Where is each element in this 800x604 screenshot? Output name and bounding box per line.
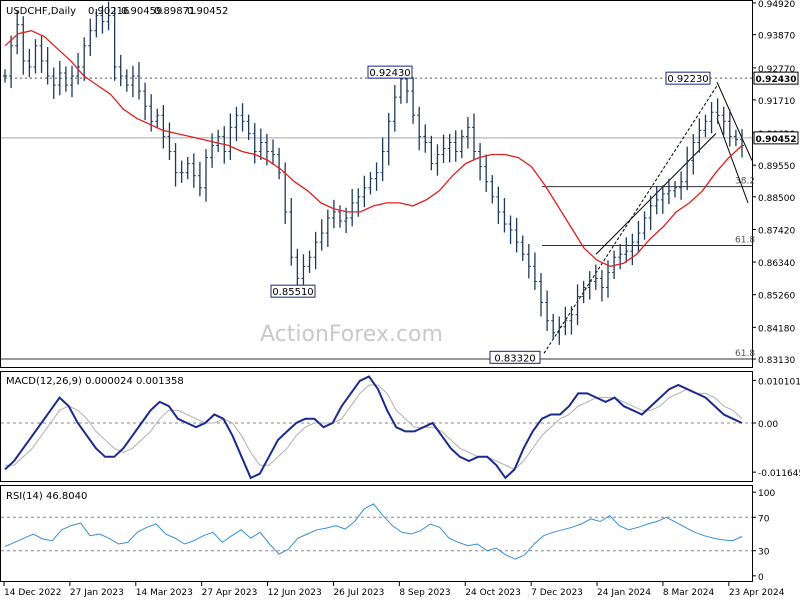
price-y-tick-label: 0.92770 bbox=[758, 65, 795, 75]
price-ohlc-close: 0.90452 bbox=[187, 6, 228, 17]
price-ohlc-high: 0.90459 bbox=[121, 6, 162, 17]
rsi-line bbox=[4, 503, 743, 560]
price-y-tick-label: 0.83130 bbox=[758, 356, 795, 366]
x-tick-label: 23 Apr 2024 bbox=[729, 588, 785, 598]
price-y-tick-label: 0.86340 bbox=[758, 259, 795, 269]
price-y-tick-label: 0.85260 bbox=[758, 292, 795, 302]
price-ohlc-low: 0.89871 bbox=[154, 6, 195, 17]
channel-upper-down-line bbox=[716, 81, 753, 161]
macd-y-tick-label: 0.010101 bbox=[758, 377, 800, 387]
macd-y-tick-label: 0.00 bbox=[758, 420, 778, 430]
fib-61-bottom-label: 61.8 bbox=[735, 349, 755, 359]
fib-61-label: 61.8 bbox=[735, 235, 755, 245]
macd-signal-line bbox=[5, 384, 743, 470]
macd-line bbox=[4, 375, 743, 480]
price-y-tick-label: 0.88500 bbox=[758, 194, 795, 204]
x-tick-label: 14 Mar 2023 bbox=[136, 588, 193, 598]
x-tick-label: 24 Jan 2024 bbox=[597, 588, 651, 598]
x-tick-label: 7 Dec 2023 bbox=[531, 588, 583, 598]
x-tick-label: 27 Jan 2023 bbox=[70, 588, 124, 598]
price-title: USDCHF,Daily bbox=[6, 6, 76, 17]
price-tag-box bbox=[753, 71, 799, 85]
channel-support-line bbox=[595, 133, 717, 255]
price-y-tick-label: 0.91710 bbox=[758, 97, 795, 107]
swing-annotation-label: 0.85510 bbox=[272, 287, 313, 298]
price-y-tick-label: 0.84180 bbox=[758, 324, 795, 334]
swing-annotation-box bbox=[367, 65, 413, 79]
price-tag-label: 0.90452 bbox=[756, 135, 797, 145]
x-tick-label: 24 Oct 2023 bbox=[465, 588, 521, 598]
price-y-tick-label: 0.94920 bbox=[758, 0, 795, 10]
swing-annotation-label: 0.83320 bbox=[494, 353, 535, 364]
price-tag-label: 0.92430 bbox=[756, 75, 797, 85]
rsi-y-tick-label: 70 bbox=[758, 514, 770, 524]
rsi-panel-frame bbox=[0, 485, 753, 582]
macd-title: MACD(12,26,9) 0.000024 0.001358 bbox=[6, 376, 184, 387]
swing-annotation-label: 0.92430 bbox=[369, 68, 410, 79]
sma-line bbox=[4, 30, 743, 267]
x-tick-label: 14 Dec 2022 bbox=[4, 588, 62, 598]
price-panel: 0.949200.938700.927700.917100.906200.895… bbox=[1, 0, 799, 366]
macd-panel: 0.010101 0.00 -0.011645 bbox=[1, 375, 800, 480]
macd-panel-frame bbox=[0, 371, 753, 482]
rsi-y-tick-label: 30 bbox=[758, 548, 770, 558]
price-y-tick-label: 0.93870 bbox=[758, 32, 795, 42]
price-tag-box bbox=[753, 131, 799, 145]
rsi-y-tick-label: 100 bbox=[758, 489, 775, 499]
swing-annotation-label: 0.92230 bbox=[667, 74, 708, 85]
price-y-tick-label: 0.87420 bbox=[758, 226, 795, 236]
x-tick-label: 27 Apr 2023 bbox=[202, 588, 258, 598]
rsi-panel: 100 70 30 0 bbox=[1, 489, 775, 583]
x-tick-label: 8 Sep 2023 bbox=[399, 588, 450, 598]
macd-y-tick-label: -0.011645 bbox=[758, 469, 800, 479]
swing-annotation-box bbox=[665, 71, 711, 85]
fib-38-label: 38.2 bbox=[735, 177, 755, 187]
watermark: ActionForex.com bbox=[260, 322, 443, 347]
price-panel-frame bbox=[0, 0, 753, 368]
swing-annotation-box bbox=[489, 350, 541, 364]
rsi-y-tick-label: 0 bbox=[758, 573, 764, 583]
swing-annotation-box bbox=[270, 284, 316, 298]
x-tick-label: 26 Jul 2023 bbox=[333, 588, 384, 598]
rsi-title: RSI(14) 46.8040 bbox=[6, 491, 87, 502]
channel-lower-down-line bbox=[716, 118, 749, 204]
price-ohlc-open: 0.90216 bbox=[88, 6, 129, 17]
price-y-tick-label: 0.89550 bbox=[758, 162, 795, 172]
x-tick-label: 8 Mar 2024 bbox=[663, 588, 715, 598]
x-tick-label: 12 Jun 2023 bbox=[268, 588, 322, 598]
x-axis: 14 Dec 2022 27 Jan 2023 14 Mar 2023 27 Apr … bbox=[3, 582, 785, 598]
